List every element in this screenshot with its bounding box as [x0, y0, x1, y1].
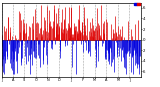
Legend: , : ,	[134, 3, 141, 5]
